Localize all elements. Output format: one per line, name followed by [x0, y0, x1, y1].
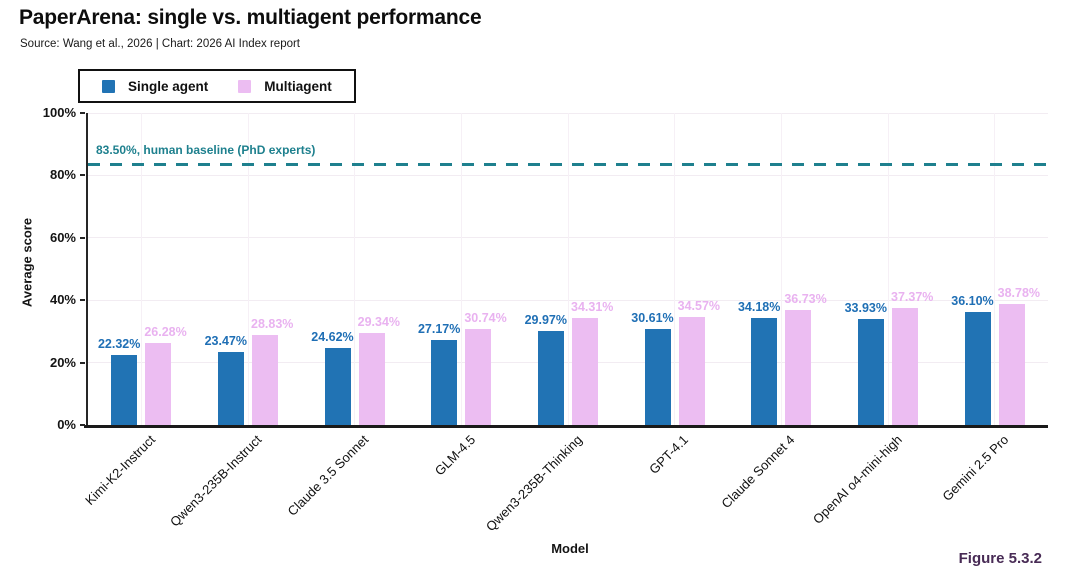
multiagent-value-label: 30.74% — [464, 311, 507, 326]
bar-multiagent — [358, 333, 385, 425]
multiagent-swatch-icon — [238, 79, 252, 93]
x-tick-label: GLM-4.5 — [431, 432, 478, 479]
x-tick-label: Qwen3-235B-Instruct — [167, 432, 265, 530]
v-gridline — [460, 113, 462, 425]
legend: Single agent Multiagent — [78, 69, 356, 103]
bar-single-agent — [538, 331, 564, 425]
single-agent-value-label: 24.62% — [311, 330, 354, 345]
multiagent-value-label: 34.57% — [677, 299, 721, 314]
y-tick-label: 40% — [49, 292, 76, 308]
legend-label-single-agent: Single agent — [128, 78, 209, 94]
v-gridline — [780, 113, 782, 425]
legend-label-multiagent: Multiagent — [264, 78, 332, 94]
y-tick-label: 0% — [57, 417, 76, 432]
bar-multiagent — [572, 317, 598, 425]
chart-subtitle: Source: Wang et al., 2026 | Chart: 2026 … — [20, 38, 301, 50]
multiagent-value-label: 38.78% — [997, 286, 1041, 300]
bar-single-agent — [751, 318, 778, 425]
y-tick-mark — [80, 236, 85, 239]
x-tick-label: Claude 3.5 Sonnet — [284, 432, 372, 519]
legend-item-single-agent: Single agent — [102, 79, 208, 94]
multiagent-value-label: 37.37% — [891, 290, 934, 305]
single-agent-value-label: 27.17% — [417, 322, 461, 337]
bar-multiagent — [145, 343, 172, 425]
v-gridline — [674, 113, 676, 425]
y-tick-mark — [80, 361, 85, 364]
legend-item-multiagent: Multiagent — [238, 79, 332, 94]
v-gridline — [140, 113, 142, 425]
single-agent-value-label: 29.97% — [524, 313, 567, 328]
single-agent-value-label: 34.18% — [737, 300, 781, 315]
multiagent-value-label: 28.83% — [251, 317, 294, 332]
single-agent-value-label: 30.61% — [631, 311, 674, 326]
v-gridline — [247, 113, 249, 425]
x-axis-title: Model — [551, 541, 589, 556]
chart-title: PaperArena: single vs. multiagent perfor… — [19, 6, 482, 29]
bar-single-agent — [111, 355, 138, 425]
bar-multiagent — [892, 308, 918, 425]
bar-single-agent — [324, 348, 351, 425]
multiagent-value-label: 29.34% — [357, 315, 401, 330]
multiagent-value-label: 26.28% — [144, 325, 187, 339]
bar-single-agent — [964, 312, 991, 425]
x-tick-label: Gemini 2.5 Pro — [939, 432, 1012, 504]
v-gridline — [994, 113, 996, 425]
bar-multiagent — [998, 304, 1025, 425]
y-tick-mark — [80, 424, 85, 426]
bar-multiagent — [252, 335, 278, 425]
y-axis-line — [85, 113, 88, 428]
v-gridline — [567, 113, 569, 425]
x-axis-line — [84, 425, 1048, 428]
y-axis-title: Average score — [19, 217, 35, 308]
y-tick-label: 20% — [49, 354, 76, 370]
bar-multiagent — [465, 329, 492, 425]
figure-number-label: Figure 5.3.2 — [958, 550, 1042, 567]
bar-multiagent — [785, 310, 812, 425]
y-tick-label: 80% — [49, 167, 76, 183]
y-tick-label: 60% — [49, 229, 76, 245]
bar-multiagent — [678, 317, 705, 425]
y-tick-label: 100% — [42, 105, 76, 120]
y-tick-mark — [80, 174, 85, 177]
x-tick-label: OpenAI o4-mini-high — [809, 432, 905, 527]
single-agent-value-label: 22.32% — [97, 337, 141, 352]
single-agent-value-label: 23.47% — [204, 333, 247, 348]
x-tick-label: GPT-4.1 — [646, 432, 692, 477]
v-gridline — [354, 113, 356, 425]
v-gridline — [887, 113, 889, 425]
x-tick-label: Qwen3-235B-Thinking — [482, 432, 585, 535]
y-tick-mark — [80, 299, 85, 302]
single-agent-value-label: 33.93% — [844, 301, 887, 316]
multiagent-value-label: 34.31% — [571, 299, 614, 314]
human-baseline-line — [88, 162, 1048, 166]
x-tick-label: Kimi-K2-Instruct — [81, 432, 158, 508]
baseline-annotation: 83.50%, human baseline (PhD experts) — [96, 143, 316, 158]
multiagent-value-label: 36.73% — [784, 292, 827, 307]
y-tick-mark — [80, 112, 85, 114]
single-agent-swatch-icon — [102, 79, 115, 93]
bar-single-agent — [644, 329, 671, 425]
bar-single-agent — [218, 351, 244, 425]
bar-single-agent — [858, 319, 884, 425]
bar-single-agent — [431, 340, 458, 425]
x-tick-label: Claude Sonnet 4 — [718, 432, 798, 512]
single-agent-value-label: 36.10% — [951, 294, 994, 309]
